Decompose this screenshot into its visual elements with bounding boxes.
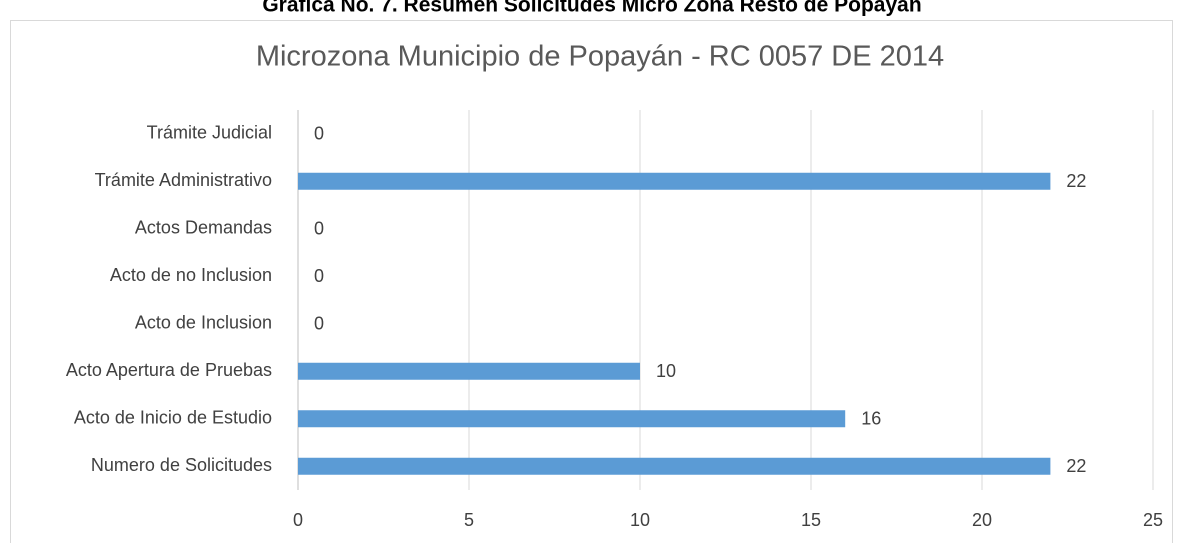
y-tick-label: Acto Apertura de Pruebas	[66, 360, 272, 380]
x-tick-label: 25	[1143, 510, 1163, 530]
chart-title: Microzona Municipio de Popayán - RC 0057…	[256, 41, 944, 73]
bar	[298, 457, 1051, 475]
chart-heading: Grafica No. 7. Resumen Solicitudes Micro…	[262, 0, 921, 17]
y-tick-label: Trámite Judicial	[147, 123, 272, 143]
data-label: 0	[314, 314, 324, 334]
bar	[298, 172, 1051, 190]
y-tick-label: Trámite Administrativo	[95, 170, 272, 190]
y-tick-label: Acto de Inicio de Estudio	[74, 408, 272, 428]
data-label: 0	[314, 124, 324, 144]
x-tick-label: 5	[464, 510, 474, 530]
data-label: 22	[1066, 171, 1086, 191]
data-label: 0	[314, 219, 324, 239]
x-tick-label: 10	[630, 510, 650, 530]
x-tick-label: 0	[293, 510, 303, 530]
y-tick-label: Acto de Inclusion	[135, 313, 272, 333]
y-tick-label: Acto de no Inclusion	[110, 265, 272, 285]
bar	[298, 362, 640, 380]
data-label: 10	[656, 361, 676, 381]
bar	[298, 410, 846, 428]
data-label: 0	[314, 266, 324, 286]
y-tick-label: Actos Demandas	[135, 218, 272, 238]
data-label: 16	[861, 409, 881, 429]
x-tick-label: 15	[801, 510, 821, 530]
x-tick-label: 20	[972, 510, 992, 530]
data-label: 22	[1066, 456, 1086, 476]
y-tick-label: Numero de Solicitudes	[91, 455, 272, 475]
